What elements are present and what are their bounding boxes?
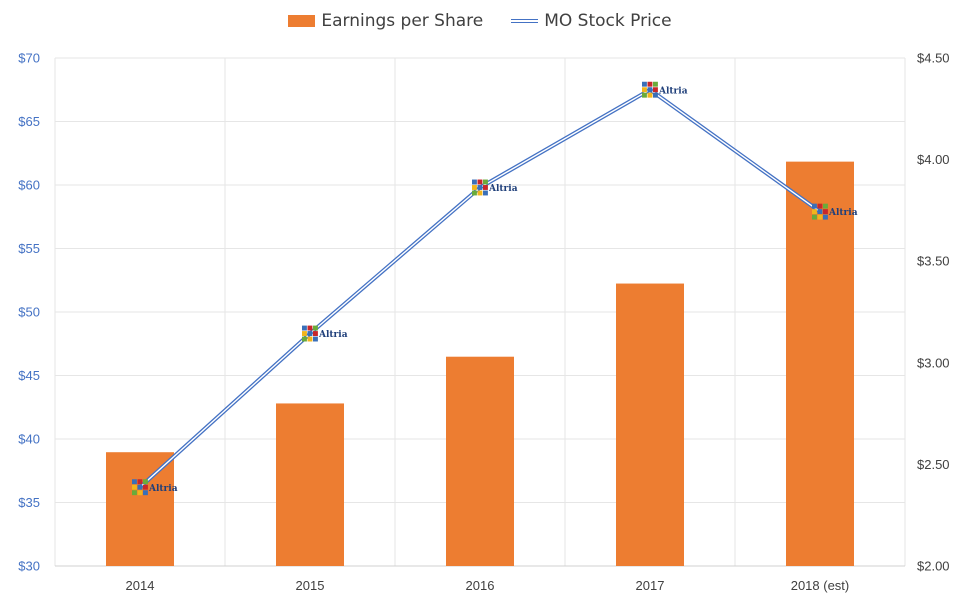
right-axis-tick-label: $3.50	[917, 254, 950, 269]
chart-legend: Earnings per Share MO Stock Price	[0, 11, 960, 31]
eps-bar	[616, 283, 684, 566]
legend-item-eps: Earnings per Share	[288, 11, 483, 31]
legend-label-eps: Earnings per Share	[321, 11, 484, 31]
altria-logo-tile	[137, 479, 143, 485]
altria-logo-tile	[653, 92, 658, 98]
altria-logo-tile	[812, 209, 817, 215]
altria-logo-tile	[647, 81, 653, 87]
altria-logo-marker: Altria	[812, 203, 858, 220]
altria-logo-tile	[143, 479, 148, 485]
eps-bar	[106, 452, 174, 566]
altria-logo-tile	[483, 185, 488, 190]
altria-logo-tile	[647, 87, 653, 93]
altria-logo-tile	[477, 190, 483, 196]
legend-swatch-eps	[288, 15, 316, 27]
gridlines	[54, 57, 906, 567]
altria-logo-tile	[812, 203, 817, 209]
left-axis-tick-label: $30	[18, 559, 40, 574]
right-axis-tick-label: $4.00	[917, 152, 950, 167]
left-axis-tick-label: $50	[18, 305, 40, 320]
altria-logo-tile	[817, 214, 823, 220]
x-axis-tick-label: 2016	[466, 578, 495, 593]
altria-logo-tile	[472, 190, 477, 196]
altria-logo-tile	[477, 179, 483, 185]
altria-logo-tile	[823, 214, 828, 220]
altria-logo-tile	[313, 325, 318, 331]
altria-logo-tile	[642, 87, 647, 93]
right-axis-tick-label: $2.50	[917, 457, 950, 472]
stock-price-markers: Altria Altria Altria Altria Altria	[132, 81, 858, 496]
altria-logo-tile	[307, 336, 313, 342]
left-axis-ticks: $30 $35 $40 $45 $50 $55 $60 $65 $70	[18, 51, 40, 574]
altria-logo-tile	[132, 484, 137, 490]
legend-swatch-stock-price	[511, 19, 539, 23]
altria-logo-tile	[483, 190, 488, 196]
x-axis-tick-label: 2015	[296, 578, 325, 593]
x-axis-ticks: 2014 2015 2016 2017 2018 (est)	[126, 578, 850, 593]
altria-logo-text: Altria	[318, 330, 348, 340]
eps-bar	[786, 161, 854, 566]
left-axis-tick-label: $65	[18, 114, 40, 129]
right-axis-tick-label: $4.50	[917, 51, 950, 66]
x-axis-tick-label: 2014	[126, 578, 155, 593]
altria-logo-tile	[302, 325, 307, 331]
altria-logo-text: Altria	[658, 86, 688, 96]
eps-bar	[446, 356, 514, 566]
altria-logo-tile	[302, 331, 307, 336]
right-axis-tick-label: $3.00	[917, 355, 950, 370]
altria-logo-tile	[307, 325, 313, 331]
altria-logo-tile	[313, 336, 318, 342]
right-axis-ticks: $2.00 $2.50 $3.00 $3.50 $4.00 $4.50	[917, 51, 950, 574]
left-axis-tick-label: $40	[18, 432, 40, 447]
altria-logo-text: Altria	[148, 484, 178, 494]
altria-logo-tile	[307, 331, 313, 336]
left-axis-tick-label: $55	[18, 241, 40, 256]
altria-logo-tile	[812, 214, 817, 220]
altria-logo-text: Altria	[828, 208, 858, 218]
altria-logo-tile	[653, 81, 658, 87]
legend-label-stock-price: MO Stock Price	[544, 11, 672, 31]
altria-logo-tile	[483, 179, 488, 185]
altria-logo-tile	[817, 203, 823, 209]
altria-logo-tile	[132, 479, 137, 485]
left-axis-tick-label: $35	[18, 495, 40, 510]
left-axis-tick-label: $70	[18, 51, 40, 66]
altria-logo-tile	[143, 490, 148, 496]
altria-logo-tile	[823, 203, 828, 209]
altria-logo-marker: Altria	[132, 479, 178, 496]
altria-logo-tile	[647, 92, 653, 98]
x-axis-tick-label: 2017	[636, 578, 665, 593]
left-axis-tick-label: $60	[18, 178, 40, 193]
altria-logo-tile	[642, 81, 647, 87]
altria-logo-tile	[477, 185, 483, 190]
altria-logo-tile	[653, 87, 658, 93]
x-axis-tick-label: 2018 (est)	[791, 578, 850, 593]
right-axis-tick-label: $2.00	[917, 559, 950, 574]
left-axis-tick-label: $45	[18, 368, 40, 383]
altria-logo-tile	[642, 92, 647, 98]
altria-logo-marker: Altria	[642, 81, 688, 98]
legend-item-stock-price: MO Stock Price	[511, 11, 672, 31]
altria-logo-tile	[817, 209, 823, 215]
altria-logo-tile	[143, 484, 148, 490]
altria-logo-tile	[823, 209, 828, 215]
eps-bar	[276, 403, 344, 566]
eps-bars	[106, 161, 854, 566]
altria-logo-tile	[137, 490, 143, 496]
altria-logo-tile	[137, 484, 143, 490]
altria-logo-tile	[472, 179, 477, 185]
altria-logo-marker: Altria	[302, 325, 348, 342]
altria-logo-marker: Altria	[472, 179, 518, 196]
altria-logo-tile	[313, 331, 318, 336]
altria-logo-tile	[132, 490, 137, 496]
altria-logo-tile	[302, 336, 307, 342]
altria-logo-text: Altria	[488, 184, 518, 194]
altria-logo-tile	[472, 185, 477, 190]
